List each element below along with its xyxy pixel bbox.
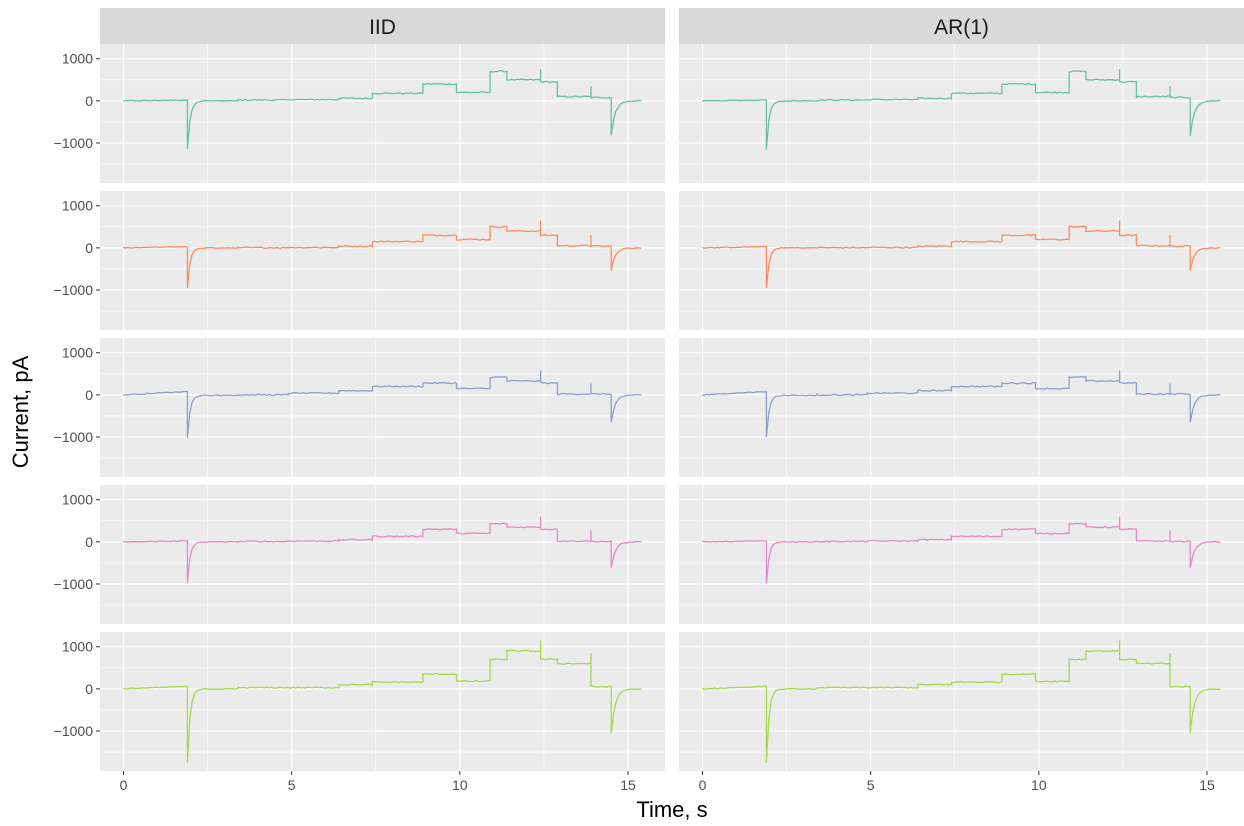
facet-strip-label: IID — [369, 16, 396, 39]
y-tick-label: 0 — [85, 387, 93, 403]
y-tick-label: 0 — [85, 534, 93, 550]
panel-grid: IID AR(1)−100001000−100001000−100001000−1… — [54, 8, 1244, 793]
y-tick-label: −1000 — [54, 576, 94, 592]
panel-background — [100, 338, 665, 477]
y-tick-label: −1000 — [54, 429, 94, 445]
y-tick-label: 1000 — [62, 198, 93, 214]
series-line — [122, 370, 642, 438]
series-line — [122, 220, 642, 289]
panel-background — [679, 485, 1244, 624]
series-line — [701, 640, 1221, 764]
panel-row3-iid: −1000 0 1000 — [54, 338, 665, 477]
x-tick-label: 15 — [620, 777, 636, 793]
facet-strip-label: AR(1) — [934, 16, 989, 39]
panel-row1-ar1 — [679, 44, 1244, 183]
y-tick-label: 0 — [85, 240, 93, 256]
x-axis-title: Time, s — [636, 797, 707, 822]
panel-background — [679, 338, 1244, 477]
series-line — [122, 516, 642, 584]
x-tick-label: 0 — [699, 777, 707, 793]
y-axis-title: Current, pA — [8, 355, 33, 468]
panel-row3-ar1 — [679, 338, 1244, 477]
y-tick-label: 0 — [85, 93, 93, 109]
y-tick-label: −1000 — [54, 282, 94, 298]
panel-background — [679, 191, 1244, 330]
series-line — [701, 516, 1221, 584]
panel-row2-iid: −1000 0 1000 — [54, 191, 665, 330]
panel-row1-iid: −1000 0 1000 — [54, 44, 665, 183]
panel-background — [100, 191, 665, 330]
x-tick-label: 10 — [452, 777, 468, 793]
y-tick-label: 1000 — [62, 51, 93, 67]
y-tick-label: 1000 — [62, 345, 93, 361]
x-tick-label: 5 — [288, 777, 296, 793]
facet-strip-ar1 — [679, 8, 1244, 44]
panel-row5-ar1: 0 5 10 15 — [679, 632, 1244, 793]
series-line — [701, 69, 1221, 150]
panel-row5-iid: −1000 0 1000 0 5 10 15 — [54, 632, 665, 793]
series-line — [701, 370, 1221, 438]
y-tick-label: 1000 — [62, 639, 93, 655]
series-line — [122, 69, 642, 149]
panel-row2-ar1 — [679, 191, 1244, 330]
y-tick-label: 1000 — [62, 492, 93, 508]
x-tick-label: 10 — [1031, 777, 1047, 793]
panel-row4-ar1 — [679, 485, 1244, 624]
facet-strip-iid — [100, 8, 665, 44]
panel-background — [100, 485, 665, 624]
y-tick-label: −1000 — [54, 723, 94, 739]
x-tick-label: 0 — [120, 777, 128, 793]
series-line — [701, 220, 1221, 289]
y-tick-label: 0 — [85, 681, 93, 697]
x-tick-label: 5 — [867, 777, 875, 793]
panel-background — [679, 44, 1244, 183]
panel-background — [679, 632, 1244, 771]
panel-background — [100, 44, 665, 183]
x-tick-label: 15 — [1199, 777, 1215, 793]
series-line — [122, 640, 642, 763]
panel-background — [100, 632, 665, 771]
y-tick-label: −1000 — [54, 135, 94, 151]
panel-row4-iid: −1000 0 1000 — [54, 485, 665, 624]
